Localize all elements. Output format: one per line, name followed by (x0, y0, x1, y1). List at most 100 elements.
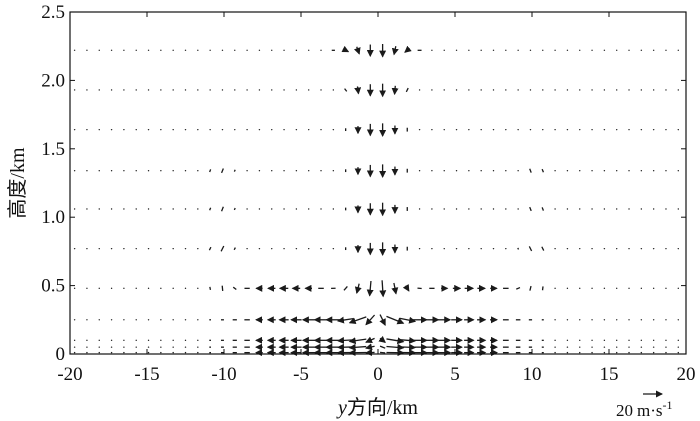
grid-dot (184, 128, 187, 131)
grid-dot (418, 247, 421, 250)
grid-dot (616, 346, 618, 348)
grid-dot (160, 247, 162, 250)
grid-dot (431, 208, 433, 210)
grid-dot (110, 128, 113, 131)
wind-arrow (399, 316, 417, 324)
grid-dot (135, 208, 137, 210)
grid-dot (418, 89, 421, 91)
grid-dot (579, 319, 581, 321)
wind-arrow (405, 87, 409, 93)
grid-dot (73, 287, 76, 290)
grid-dot (603, 128, 606, 131)
grid-dot (628, 319, 630, 321)
grid-dot (566, 319, 569, 321)
grid-dot (209, 128, 211, 131)
grid-dot (652, 89, 655, 91)
grid-dot (86, 247, 88, 250)
grid-dot (603, 351, 606, 354)
grid-dot (147, 346, 150, 348)
grid-dot (283, 89, 285, 91)
grid-dot (628, 247, 630, 250)
grid-dot (616, 319, 618, 321)
plot-frame (69, 11, 687, 355)
grid-dot (86, 287, 88, 290)
x-axis-title-rest: 方向/km (347, 396, 419, 419)
grid-dot (246, 89, 248, 91)
grid-dot (566, 208, 569, 210)
grid-dot (579, 169, 581, 172)
grid-dot (123, 89, 125, 91)
grid-dot (197, 247, 199, 250)
grid-dot (628, 346, 630, 348)
grid-dot (172, 247, 174, 250)
grid-dot (652, 346, 655, 348)
grid-dot (579, 351, 581, 354)
grid-dot (197, 346, 199, 348)
wind-arrow (220, 206, 224, 212)
grid-dot (665, 208, 667, 210)
grid-dot (184, 287, 187, 290)
wind-arrow (391, 85, 399, 96)
grid-dot (628, 89, 630, 91)
grid-dot (431, 128, 433, 131)
grid-dot (123, 319, 125, 321)
grid-dot (616, 287, 618, 290)
grid-dot (579, 247, 581, 250)
grid-dot (147, 351, 150, 354)
grid-dot (320, 247, 322, 250)
grid-dot (184, 319, 187, 321)
grid-dot (603, 346, 606, 348)
grid-dot (283, 49, 285, 52)
grid-dot (160, 128, 162, 131)
grid-dot (455, 49, 458, 52)
grid-dot (640, 287, 643, 290)
grid-dot (431, 169, 433, 172)
grid-dot (640, 169, 643, 172)
grid-dot (443, 169, 445, 172)
grid-dot (271, 208, 273, 210)
grid-dot (480, 89, 482, 91)
grid-dot (603, 247, 606, 250)
grid-dot (160, 49, 162, 52)
x-tick-label: 15 (600, 364, 619, 385)
grid-dot (566, 339, 569, 342)
grid-dot (579, 128, 581, 131)
vector-field (73, 44, 679, 357)
wind-arrow (541, 207, 545, 211)
grid-dot (431, 247, 433, 250)
grid-dot (172, 49, 174, 52)
grid-dot (616, 339, 618, 342)
grid-dot (677, 287, 679, 290)
wind-arrow (391, 46, 399, 56)
grid-dot (640, 49, 643, 52)
grid-dot (628, 287, 630, 290)
grid-dot (480, 128, 482, 131)
grid-dot (258, 49, 261, 52)
wind-arrow (233, 247, 236, 251)
grid-dot (665, 128, 667, 131)
wind-arrow (386, 343, 405, 351)
grid-dot (517, 169, 519, 172)
grid-dot (591, 49, 593, 52)
grid-dot (135, 339, 137, 342)
grid-dot (652, 169, 655, 172)
grid-dot (123, 128, 125, 131)
grid-dot (529, 89, 532, 91)
grid-dot (628, 208, 630, 210)
grid-dot (295, 169, 298, 172)
grid-dot (135, 247, 137, 250)
grid-dot (554, 49, 556, 52)
grid-dot (258, 89, 261, 91)
grid-dot (123, 339, 125, 342)
grid-dot (160, 351, 162, 354)
grid-dot (677, 89, 679, 91)
grid-dot (184, 346, 187, 348)
grid-dot (652, 339, 655, 342)
grid-dot (160, 346, 162, 348)
x-tick-label: -10 (211, 364, 236, 385)
grid-dot (110, 346, 113, 348)
reference-label-exponent: -1 (663, 398, 673, 412)
grid-dot (283, 169, 285, 172)
grid-dot (505, 208, 507, 210)
grid-dot (665, 247, 667, 250)
